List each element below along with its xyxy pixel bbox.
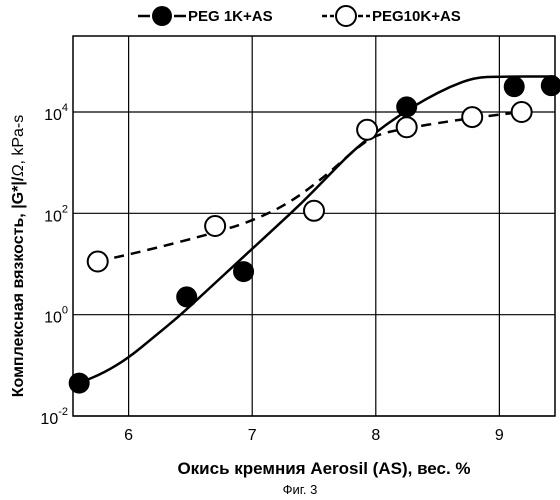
x-tick-label-7: 7 <box>248 427 257 444</box>
data-point-series-2-5 <box>397 117 417 137</box>
data-point-series-2-6 <box>462 107 482 127</box>
x-tick-labels: 6 7 8 9 <box>124 427 504 444</box>
data-point-series-1-2 <box>177 287 197 307</box>
x-tick-label-6: 6 <box>124 427 133 444</box>
legend-marker-peg1k <box>152 6 172 26</box>
figure-caption: Фиг. 3 <box>283 482 318 497</box>
data-point-series-1-6 <box>541 76 560 96</box>
y-tick-label-4: 104 <box>44 102 68 124</box>
y-tick-label-2: 102 <box>44 203 68 225</box>
y-tick-base: 10 <box>40 411 58 428</box>
data-point-series-2-7 <box>512 102 532 122</box>
y-axis-label-unit: , kPa-s <box>10 115 27 165</box>
data-point-series-2-3 <box>304 201 324 221</box>
y-tick-label-0: 100 <box>44 305 68 327</box>
legend-marker-peg10k <box>336 6 356 26</box>
fit-curve-series-2 <box>98 112 522 261</box>
legend-label-peg10k: PEG10K+AS <box>372 8 461 25</box>
x-tick-label-9: 9 <box>495 427 504 444</box>
data-point-series-1-1 <box>69 373 89 393</box>
data-point-series-1-5 <box>504 77 524 97</box>
y-tick-exponent: 4 <box>62 102 68 114</box>
y-tick-base: 10 <box>44 208 62 225</box>
legend: PEG 1K+AS PEG10K+AS <box>138 6 461 26</box>
data-point-series-2-4 <box>357 120 377 140</box>
data-point-series-1-4 <box>397 97 417 117</box>
y-tick-base: 10 <box>44 107 62 124</box>
y-tick-exponent: -2 <box>58 406 68 418</box>
y-axis-label: Комплексная вязкость, |G*|/Ω, kPa-s <box>10 115 27 398</box>
data-point-series-2-1 <box>88 251 108 271</box>
fit-curves <box>79 77 555 384</box>
y-tick-exponent: 0 <box>62 305 68 317</box>
fit-curve-series-1 <box>79 77 555 384</box>
data-point-series-2-2 <box>205 216 225 236</box>
x-tick-label-8: 8 <box>371 427 380 444</box>
x-axis-label: Окись кремния Aerosil (AS), вес. % <box>177 459 470 478</box>
data-point-series-1-3 <box>234 262 254 282</box>
gridlines <box>73 36 555 416</box>
y-tick-exponent: 2 <box>62 203 68 215</box>
legend-label-peg1k: PEG 1K+AS <box>188 8 273 25</box>
y-axis-label-main: Комплексная вязкость, |G*|/ <box>10 176 27 397</box>
y-axis-label-symbol: Ω <box>10 165 27 177</box>
y-tick-label--2: 10-2 <box>40 406 68 428</box>
plot-frame <box>73 36 555 416</box>
y-tick-labels: 10-2100102104 <box>40 102 68 428</box>
y-tick-base: 10 <box>44 310 62 327</box>
